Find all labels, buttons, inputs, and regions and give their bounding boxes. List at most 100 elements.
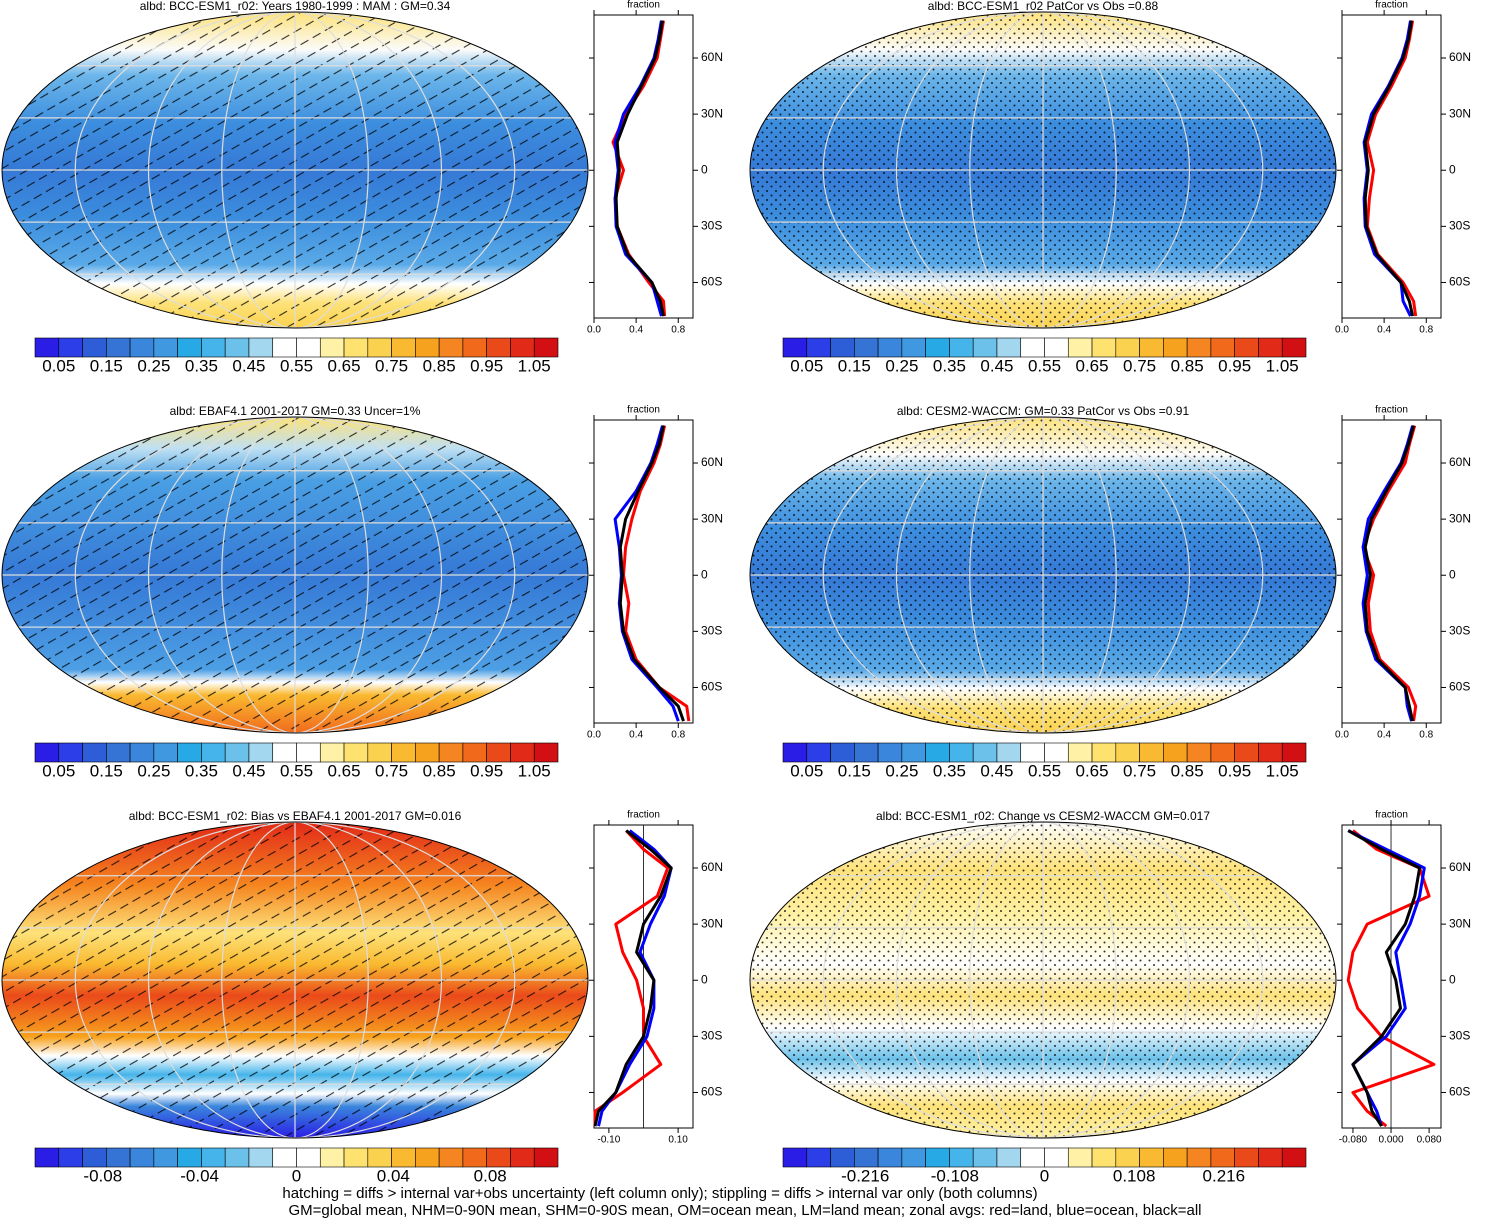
- panel-title: albd: BCC-ESM1_r02: Bias vs EBAF4.1 2001…: [129, 809, 462, 823]
- y-tick-label: 30S: [1449, 624, 1470, 638]
- colorbar-label: 0.45: [980, 356, 1013, 375]
- panel-title: albd: BCC-ESM1_r02 PatCor vs Obs =0.88: [928, 0, 1159, 13]
- colorbar-box: [925, 1147, 950, 1168]
- x-tick-label: 0.4: [629, 325, 643, 336]
- y-tick-label: 30S: [701, 219, 722, 233]
- colorbar-box: [1234, 1147, 1259, 1168]
- graticule: [147, 822, 443, 1138]
- colorbar-box: [367, 742, 392, 763]
- x-tick-label: 0.8: [1419, 325, 1433, 336]
- colorbar-box: [972, 337, 998, 358]
- colorbar-box: [830, 337, 855, 358]
- colorbar-box: [82, 1147, 107, 1168]
- colorbar-box: [854, 742, 879, 763]
- map-border: [749, 11, 1337, 329]
- colorbar-label: 0.25: [885, 761, 918, 780]
- colorbar-box: [391, 742, 416, 763]
- colorbar-label: 0.65: [327, 761, 360, 780]
- colorbar-box: [806, 742, 831, 763]
- colorbar-box: [201, 742, 226, 763]
- colorbar-label: 1.05: [1266, 761, 1299, 780]
- colorbar-box: [462, 337, 487, 358]
- colorbar-box: [1020, 1147, 1045, 1168]
- zonal-line: [614, 20, 665, 317]
- colorbar-label: 0.95: [470, 356, 503, 375]
- colorbar-box: [272, 337, 297, 358]
- colorbar-box: [319, 742, 345, 763]
- x-tick-label: 0.0: [587, 730, 601, 741]
- colorbar-box: [1115, 742, 1140, 763]
- x-tick-label: 0.4: [1377, 730, 1391, 741]
- x-tick-label: 0.080: [1417, 1135, 1442, 1146]
- colorbar-box: [510, 337, 535, 358]
- colorbar-label: 0.45: [232, 761, 265, 780]
- colorbar-box: [224, 742, 250, 763]
- colorbar-label: 0.95: [1218, 761, 1251, 780]
- colorbar-label: 0.75: [375, 356, 408, 375]
- colorbar-label: 0.15: [90, 761, 123, 780]
- y-tick-label: 60S: [701, 275, 722, 289]
- colorbar-label: 0.85: [423, 356, 456, 375]
- y-tick-label: 60N: [701, 455, 723, 469]
- colorbar-label: 0.05: [790, 356, 823, 375]
- colorbar-label: 0.108: [1113, 1166, 1156, 1185]
- colorbar-box: [972, 742, 998, 763]
- colorbar-box: [901, 742, 926, 763]
- footer-line: GM=global mean, NHM=0-90N mean, SHM=0-90…: [288, 1202, 1201, 1218]
- y-tick-label: 60N: [701, 860, 723, 874]
- colorbar-label: 0.05: [42, 356, 75, 375]
- colorbar-box: [319, 1147, 345, 1168]
- graticule: [822, 417, 1264, 733]
- map-body: [750, 12, 1336, 328]
- colorbar-box: [224, 1147, 250, 1168]
- zonal-line: [1363, 425, 1416, 722]
- y-tick-label: 60S: [1449, 275, 1470, 289]
- profile-frame: [1341, 824, 1442, 1129]
- colorbar-box: [391, 337, 416, 358]
- y-tick-label: 0: [701, 162, 708, 176]
- colorbar-box: [830, 742, 855, 763]
- colorbar-box: [367, 1147, 392, 1168]
- colorbar-box: [1186, 337, 1212, 358]
- colorbar-box: [177, 337, 202, 358]
- colorbar-box: [806, 337, 831, 358]
- graticule: [74, 822, 516, 1138]
- x-tick-label: -0.080: [1339, 1135, 1368, 1146]
- colorbar-box: [1210, 1147, 1235, 1168]
- x-tick-label: 0.10: [668, 1135, 688, 1146]
- colorbar-label: 0.75: [1123, 356, 1156, 375]
- y-tick-label: 60N: [701, 50, 723, 64]
- colorbar-box: [296, 1147, 321, 1168]
- colorbar-box: [533, 337, 559, 358]
- colorbar-label: 1.05: [518, 356, 551, 375]
- colorbar-box: [153, 742, 178, 763]
- colorbar-label: 0.15: [838, 356, 871, 375]
- y-tick-label: 30N: [701, 511, 723, 525]
- map: [749, 416, 1337, 734]
- y-tick-label: 60N: [1449, 860, 1471, 874]
- colorbar-box: [34, 1147, 60, 1168]
- colorbar-box: [1234, 742, 1259, 763]
- colorbar-box: [82, 742, 107, 763]
- colorbar-box: [415, 337, 440, 358]
- panel-title: albd: CESM2-WACCM: GM=0.33 PatCor vs Obs…: [897, 404, 1190, 418]
- colorbar-box: [1115, 1147, 1140, 1168]
- colorbar-box: [1258, 337, 1283, 358]
- colorbar-box: [1281, 337, 1307, 358]
- profile-frame: [593, 419, 694, 724]
- colorbar-box: [1115, 337, 1140, 358]
- colorbar-box: [34, 742, 60, 763]
- map: [749, 11, 1337, 329]
- colorbar-label: 0.55: [1028, 761, 1061, 780]
- colorbar-label: -0.108: [931, 1166, 979, 1185]
- colorbar-box: [486, 337, 511, 358]
- colorbar-box: [415, 1147, 440, 1168]
- colorbar-box: [177, 1147, 202, 1168]
- map: [1, 416, 589, 734]
- x-tick-label: 0.8: [671, 325, 685, 336]
- colorbar-box: [1091, 337, 1117, 358]
- colorbar-box: [854, 337, 879, 358]
- colorbar-box: [1163, 337, 1188, 358]
- panel-title: albd: EBAF4.1 2001-2017 GM=0.33 Uncer=1%: [170, 404, 421, 418]
- colorbar-box: [996, 742, 1022, 763]
